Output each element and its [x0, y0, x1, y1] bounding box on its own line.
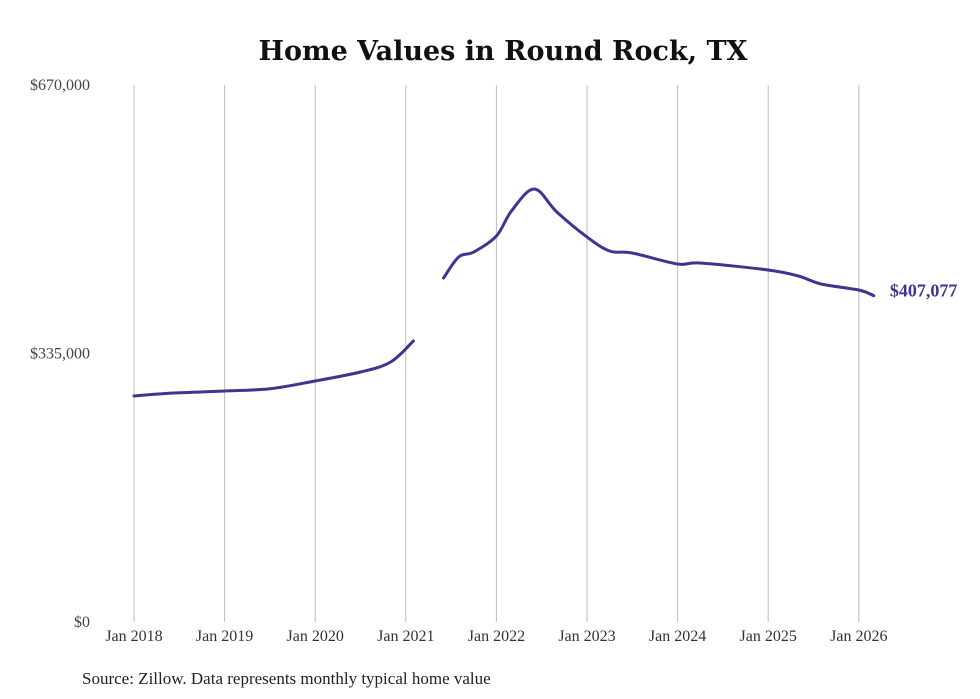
y-tick-label: $335,000	[30, 346, 90, 363]
y-axis: $0 $335,000 $670,000	[30, 77, 90, 631]
x-tick-label: Jan 2019	[196, 628, 253, 645]
series-line-segment	[132, 339, 415, 398]
x-tick-label: Jan 2021	[377, 628, 434, 645]
x-tick-label: Jan 2024	[649, 628, 706, 645]
x-tick-label: Jan 2018	[105, 628, 162, 645]
x-tick-label: Jan 2022	[468, 628, 525, 645]
series-lines	[132, 187, 876, 398]
y-tick-label: $670,000	[30, 77, 90, 94]
x-tick-label: Jan 2025	[740, 628, 797, 645]
x-tick-label: Jan 2020	[287, 628, 344, 645]
chart-title: Home Values in Round Rock, TX	[258, 36, 747, 67]
series-line-segment	[442, 187, 876, 298]
x-tick-label: Jan 2026	[830, 628, 887, 645]
x-axis: Jan 2018 Jan 2019 Jan 2020 Jan 2021 Jan 2022…	[105, 628, 887, 645]
y-tick-label: $0	[74, 614, 90, 631]
gridlines	[133, 85, 860, 622]
x-tick-label: Jan 2023	[558, 628, 615, 645]
end-value-label: $407,077	[890, 281, 958, 301]
source-note: Source: Zillow. Data represents monthly …	[82, 669, 491, 688]
